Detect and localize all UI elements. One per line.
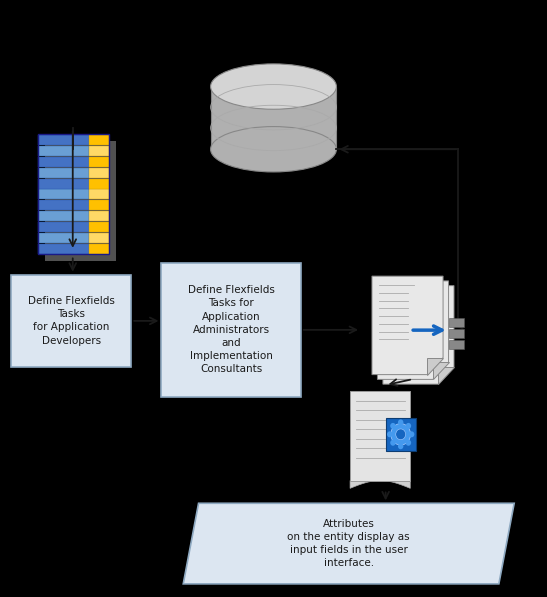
Polygon shape bbox=[90, 135, 109, 145]
Polygon shape bbox=[38, 244, 90, 254]
Bar bbox=[449, 318, 464, 327]
Polygon shape bbox=[45, 141, 116, 261]
Polygon shape bbox=[38, 233, 90, 243]
Polygon shape bbox=[90, 211, 109, 221]
Text: Define Flexfields
Tasks
for Application
Developers: Define Flexfields Tasks for Application … bbox=[28, 296, 114, 346]
Polygon shape bbox=[377, 281, 449, 380]
Polygon shape bbox=[211, 87, 336, 149]
Polygon shape bbox=[438, 367, 454, 384]
Polygon shape bbox=[90, 201, 109, 210]
Polygon shape bbox=[38, 201, 90, 210]
Polygon shape bbox=[38, 222, 90, 232]
Polygon shape bbox=[38, 168, 90, 178]
FancyBboxPatch shape bbox=[11, 275, 131, 367]
Polygon shape bbox=[350, 481, 410, 488]
Polygon shape bbox=[433, 362, 449, 380]
Circle shape bbox=[398, 443, 403, 449]
Circle shape bbox=[391, 424, 410, 445]
Ellipse shape bbox=[211, 127, 336, 172]
Polygon shape bbox=[38, 189, 90, 199]
Polygon shape bbox=[427, 358, 443, 375]
Polygon shape bbox=[372, 276, 443, 375]
Polygon shape bbox=[383, 286, 454, 384]
Circle shape bbox=[390, 423, 395, 429]
Polygon shape bbox=[38, 135, 90, 145]
Polygon shape bbox=[90, 222, 109, 232]
Circle shape bbox=[406, 423, 411, 429]
FancyBboxPatch shape bbox=[161, 263, 301, 397]
Circle shape bbox=[409, 431, 415, 437]
Circle shape bbox=[387, 431, 392, 437]
Ellipse shape bbox=[211, 64, 336, 109]
Polygon shape bbox=[90, 168, 109, 178]
Polygon shape bbox=[90, 146, 109, 156]
Text: Define Flexfields
Tasks for
Application
Administrators
and
Implementation
Consul: Define Flexfields Tasks for Application … bbox=[188, 285, 275, 374]
Text: Attributes
on the entity display as
input fields in the user
interface.: Attributes on the entity display as inpu… bbox=[287, 519, 410, 568]
Polygon shape bbox=[38, 179, 90, 189]
Polygon shape bbox=[90, 244, 109, 254]
Bar bbox=[350, 391, 410, 481]
Bar bbox=[386, 418, 416, 451]
Polygon shape bbox=[38, 211, 90, 221]
Polygon shape bbox=[90, 179, 109, 189]
Circle shape bbox=[398, 419, 403, 425]
Polygon shape bbox=[90, 233, 109, 243]
Polygon shape bbox=[38, 157, 90, 167]
Circle shape bbox=[390, 440, 395, 446]
Polygon shape bbox=[90, 157, 109, 167]
Circle shape bbox=[395, 429, 405, 439]
Circle shape bbox=[406, 440, 411, 446]
Polygon shape bbox=[38, 146, 90, 156]
Polygon shape bbox=[90, 189, 109, 199]
Bar bbox=[449, 329, 464, 338]
Bar bbox=[449, 340, 464, 349]
Polygon shape bbox=[183, 503, 514, 584]
